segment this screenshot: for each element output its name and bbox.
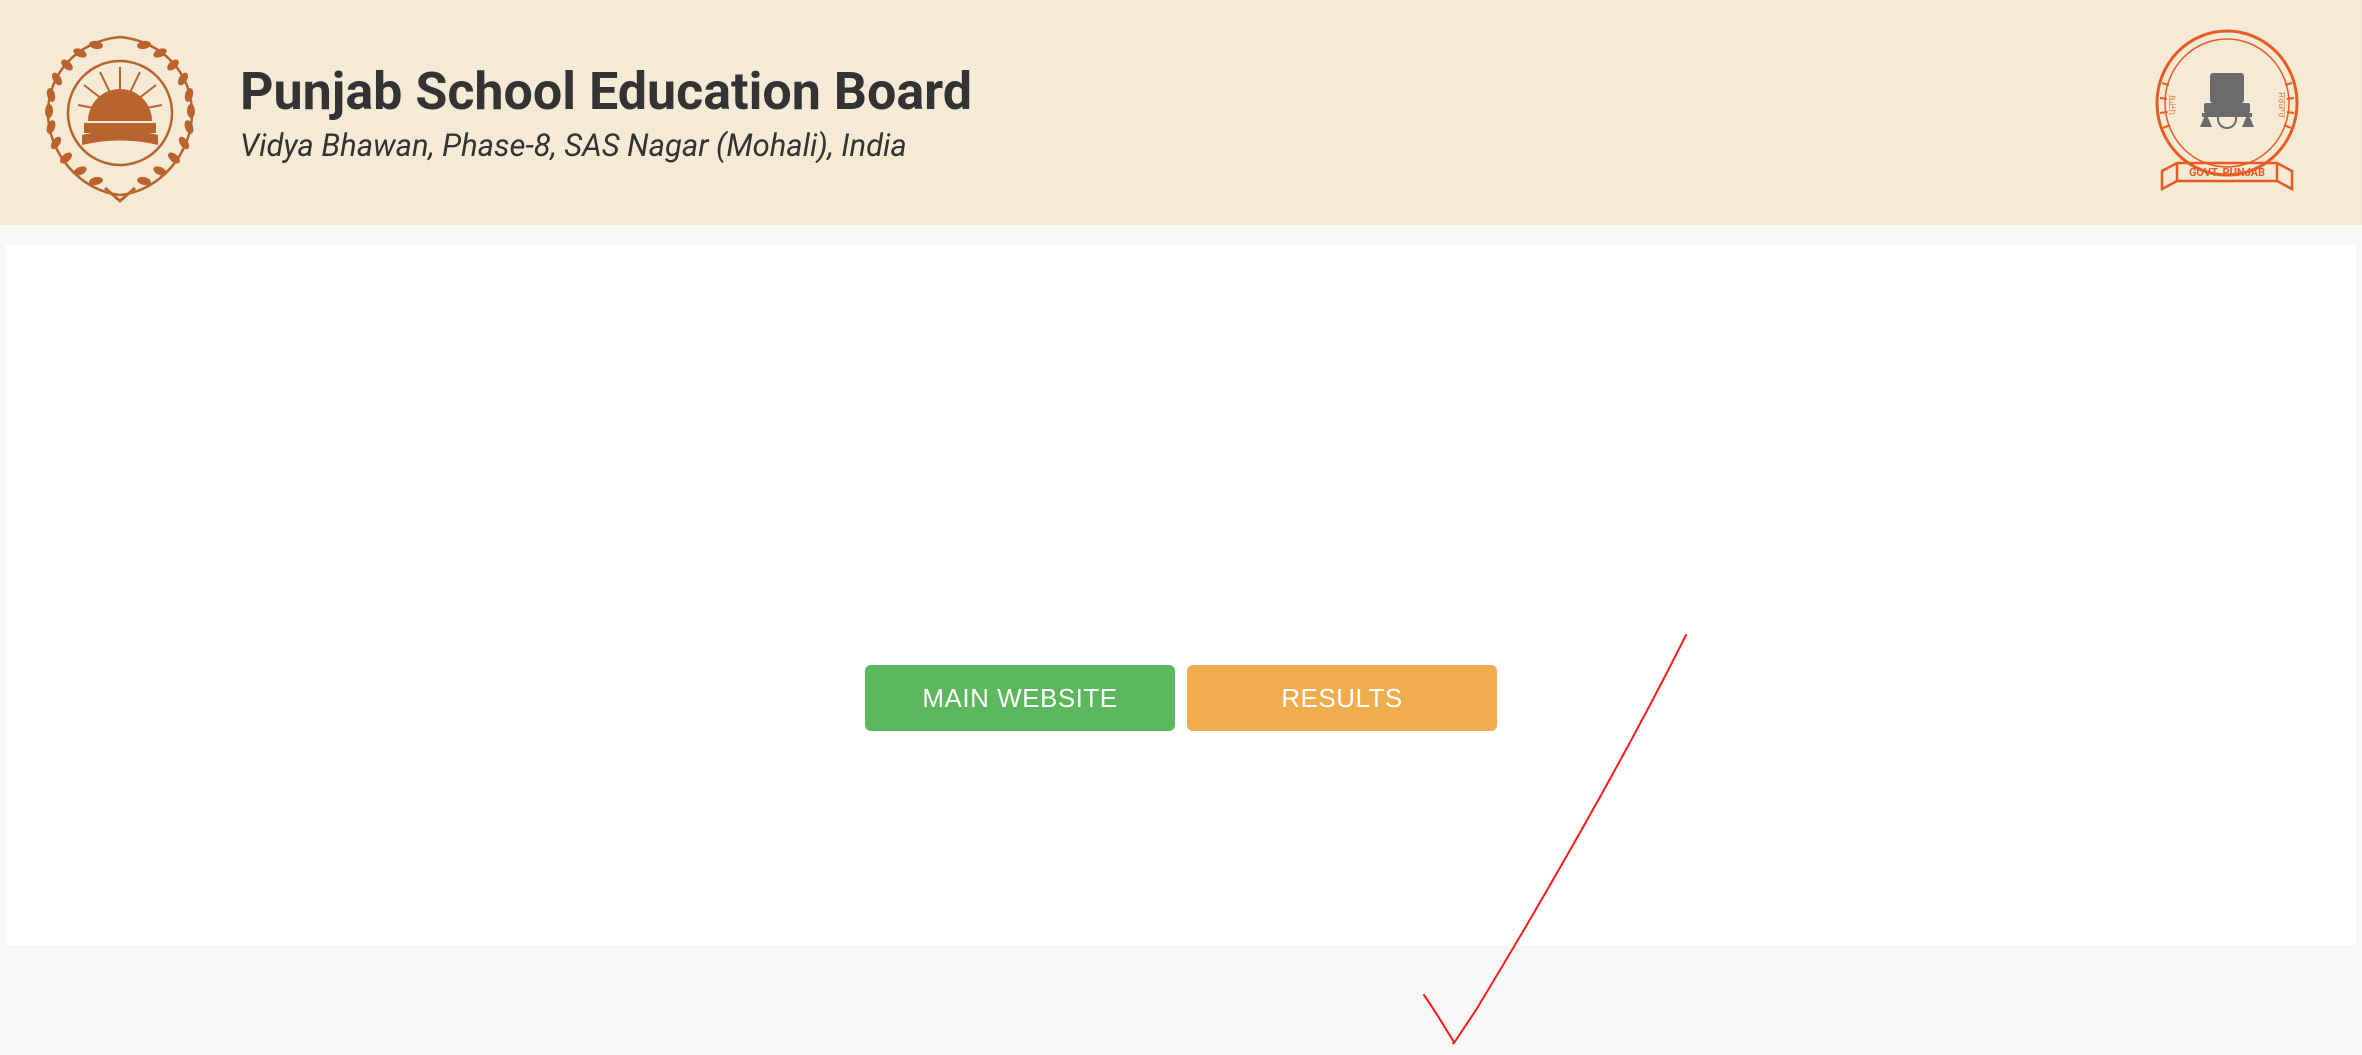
- govt-punjab-emblem-logo: GOVT. PUNJAB ਪੰਜਾਬ ਸਰਕਾਰ: [2142, 23, 2312, 203]
- svg-text:ਪੰਜਾਬ: ਪੰਜਾਬ: [2166, 94, 2178, 115]
- page-header: Punjab School Education Board Vidya Bhaw…: [0, 0, 2362, 225]
- hand-drawn-arrow-annotation: [1396, 595, 1716, 1055]
- main-website-button[interactable]: MAIN WEBSITE: [865, 665, 1175, 731]
- results-button[interactable]: RESULTS: [1187, 665, 1497, 731]
- page-subtitle: Vidya Bhawan, Phase-8, SAS Nagar (Mohali…: [240, 127, 2142, 164]
- page-title: Punjab School Education Board: [240, 61, 2142, 123]
- button-row: MAIN WEBSITE RESULTS: [865, 665, 1497, 731]
- main-content: MAIN WEBSITE RESULTS: [6, 245, 2356, 945]
- svg-text:ਸਰਕਾਰ: ਸਰਕਾਰ: [2276, 91, 2286, 118]
- emblem-banner-text: GOVT. PUNJAB: [2189, 166, 2265, 179]
- pseb-seal-logo: [30, 23, 210, 203]
- header-text-block: Punjab School Education Board Vidya Bhaw…: [240, 61, 2142, 164]
